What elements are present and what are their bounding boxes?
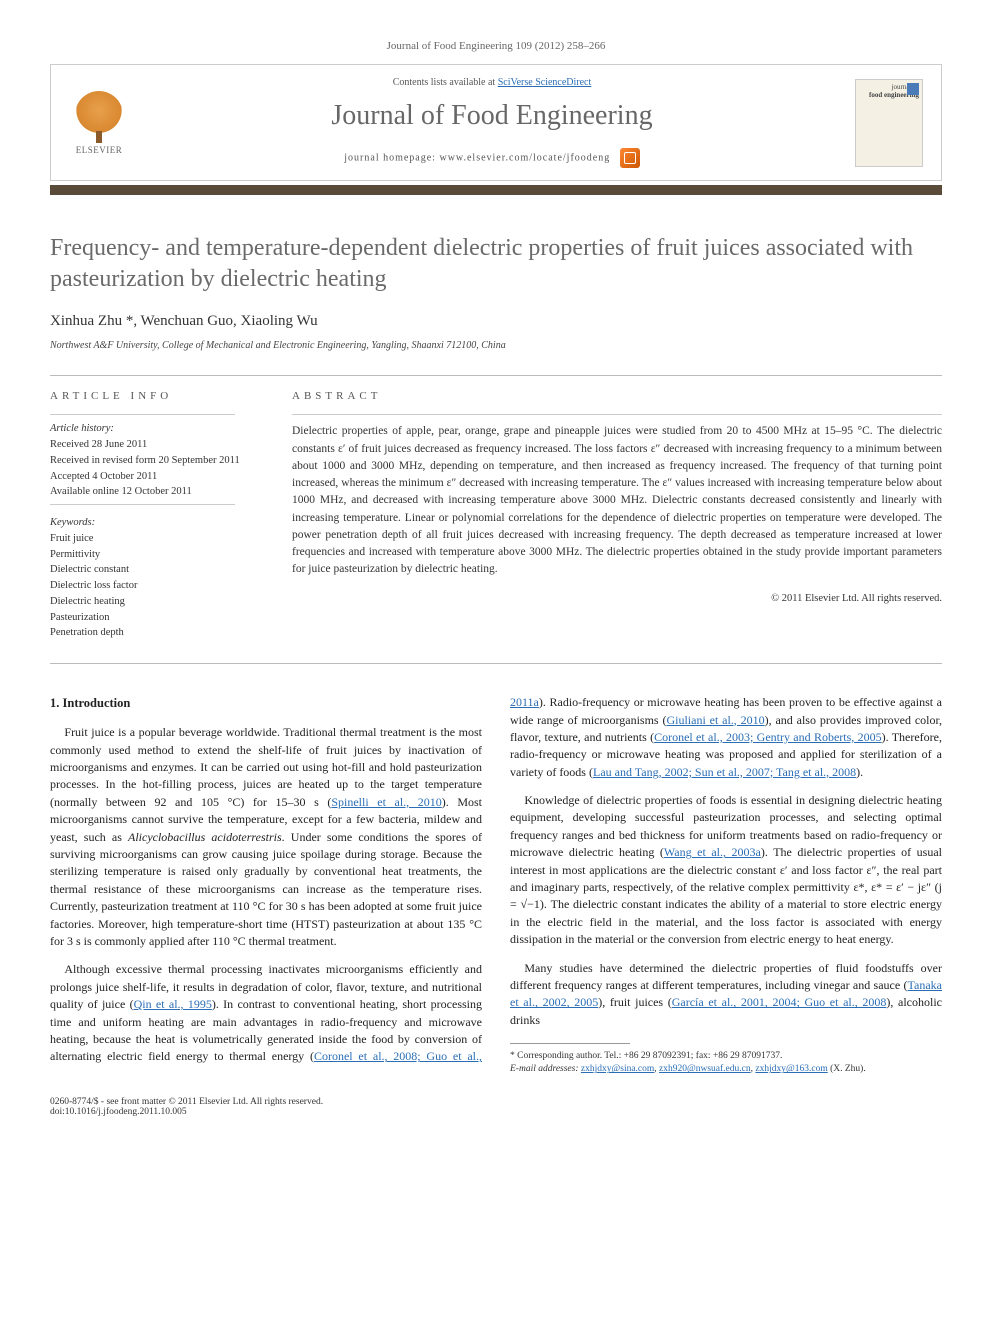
front-matter-line: 0260-8774/$ - see front matter © 2011 El… — [50, 1097, 323, 1107]
abstract-copyright: © 2011 Elsevier Ltd. All rights reserved… — [292, 593, 942, 604]
email-footnote: E-mail addresses: zxhjdxy@sina.com, zxh9… — [510, 1063, 942, 1076]
text-run: Many studies have determined the dielect… — [510, 961, 942, 992]
history-label: Article history: — [50, 421, 260, 437]
text-run: . Under some conditions the spores of su… — [50, 830, 482, 948]
keyword-item: Pasteurization — [50, 610, 260, 626]
text-run: ). — [856, 765, 863, 779]
text-run: (X. Zhu). — [828, 1064, 866, 1074]
section-heading: 1. Introduction — [50, 694, 482, 712]
revised-date: Received in revised form 20 September 20… — [50, 453, 260, 469]
homepage-prefix: journal homepage: — [344, 152, 439, 163]
doi-line: doi:10.1016/j.jfoodeng.2011.10.005 — [50, 1107, 323, 1117]
online-date: Available online 12 October 2011 — [50, 484, 260, 500]
brand-square-icon — [620, 148, 640, 168]
sciencedirect-link[interactable]: SciVerse ScienceDirect — [498, 77, 592, 88]
body-paragraph: Many studies have determined the dielect… — [510, 960, 942, 1030]
citation-link[interactable]: Coronel et al., 2003; Gentry and Roberts… — [654, 730, 882, 744]
citation-link[interactable]: Qin et al., 1995 — [134, 997, 212, 1011]
body-columns: 1. Introduction Fruit juice is a popular… — [50, 694, 942, 1077]
publisher-name: ELSEVIER — [76, 145, 123, 155]
journal-name: Journal of Food Engineering — [129, 100, 855, 132]
received-date: Received 28 June 2011 — [50, 437, 260, 453]
elsevier-tree-icon — [75, 91, 123, 139]
text-run: ), fruit juices ( — [598, 995, 672, 1009]
masthead: ELSEVIER Contents lists available at Sci… — [50, 64, 942, 181]
text-run: ). In contrast to conventional heating, … — [212, 997, 482, 1011]
journal-cover-thumb: journal of food engineering — [855, 79, 923, 167]
cover-line-1: journal of — [859, 83, 919, 91]
citation-link[interactable]: Wang et al., 2003a — [664, 845, 761, 859]
keyword-item: Permittivity — [50, 547, 260, 563]
abstract-text: Dielectric properties of apple, pear, or… — [292, 423, 942, 578]
keyword-item: Dielectric heating — [50, 594, 260, 610]
keyword-item: Penetration depth — [50, 625, 260, 641]
corresponding-author-note: * Corresponding author. Tel.: +86 29 870… — [510, 1050, 942, 1063]
keyword-item: Dielectric loss factor — [50, 578, 260, 594]
citation-link[interactable]: García et al., 2001, 2004; Guo et al., 2… — [672, 995, 887, 1009]
article-title: Frequency- and temperature-dependent die… — [50, 233, 942, 295]
page-footer: 0260-8774/$ - see front matter © 2011 El… — [50, 1097, 942, 1117]
body-paragraph: Fruit juice is a popular beverage worldw… — [50, 724, 482, 950]
homepage-line: journal homepage: www.elsevier.com/locat… — [129, 148, 855, 168]
contents-prefix: Contents lists available at — [393, 77, 498, 88]
article-info-label: ARTICLE INFO — [50, 390, 260, 402]
author-list: Xinhua Zhu *, Wenchuan Guo, Xiaoling Wu — [50, 313, 318, 329]
homepage-url: www.elsevier.com/locate/jfoodeng — [439, 152, 610, 163]
authors: Xinhua Zhu *, Wenchuan Guo, Xiaoling Wu — [50, 313, 942, 330]
email-label: E-mail addresses: — [510, 1064, 579, 1074]
accepted-date: Accepted 4 October 2011 — [50, 469, 260, 485]
species-name: Alicyclobacillus acidoterrestris — [128, 830, 282, 844]
citation-link[interactable]: Lau and Tang, 2002; Sun et al., 2007; Ta… — [593, 765, 856, 779]
elsevier-logo: ELSEVIER — [69, 88, 129, 158]
running-header: Journal of Food Engineering 109 (2012) 2… — [50, 40, 942, 52]
text-run: ). The dielectric properties of usual in… — [510, 845, 942, 946]
keyword-item: Dielectric constant — [50, 562, 260, 578]
affiliation: Northwest A&F University, College of Mec… — [50, 340, 942, 351]
keywords-label: Keywords: — [50, 515, 260, 531]
email-link[interactable]: zxhjdxy@sina.com — [581, 1064, 654, 1074]
contents-line: Contents lists available at SciVerse Sci… — [129, 77, 855, 88]
abstract-label: ABSTRACT — [292, 390, 942, 402]
citation-link[interactable]: Giuliani et al., 2010 — [666, 713, 764, 727]
keyword-item: Fruit juice — [50, 531, 260, 547]
footnote-rule — [510, 1043, 630, 1044]
email-link[interactable]: zxh920@nwsuaf.edu.cn — [659, 1064, 751, 1074]
divider-bar — [50, 185, 942, 195]
citation-link[interactable]: Spinelli et al., 2010 — [331, 795, 441, 809]
email-link[interactable]: zxhjdxy@163.com — [755, 1064, 827, 1074]
body-paragraph: Knowledge of dielectric properties of fo… — [510, 792, 942, 949]
cover-line-2: food engineering — [859, 91, 919, 99]
